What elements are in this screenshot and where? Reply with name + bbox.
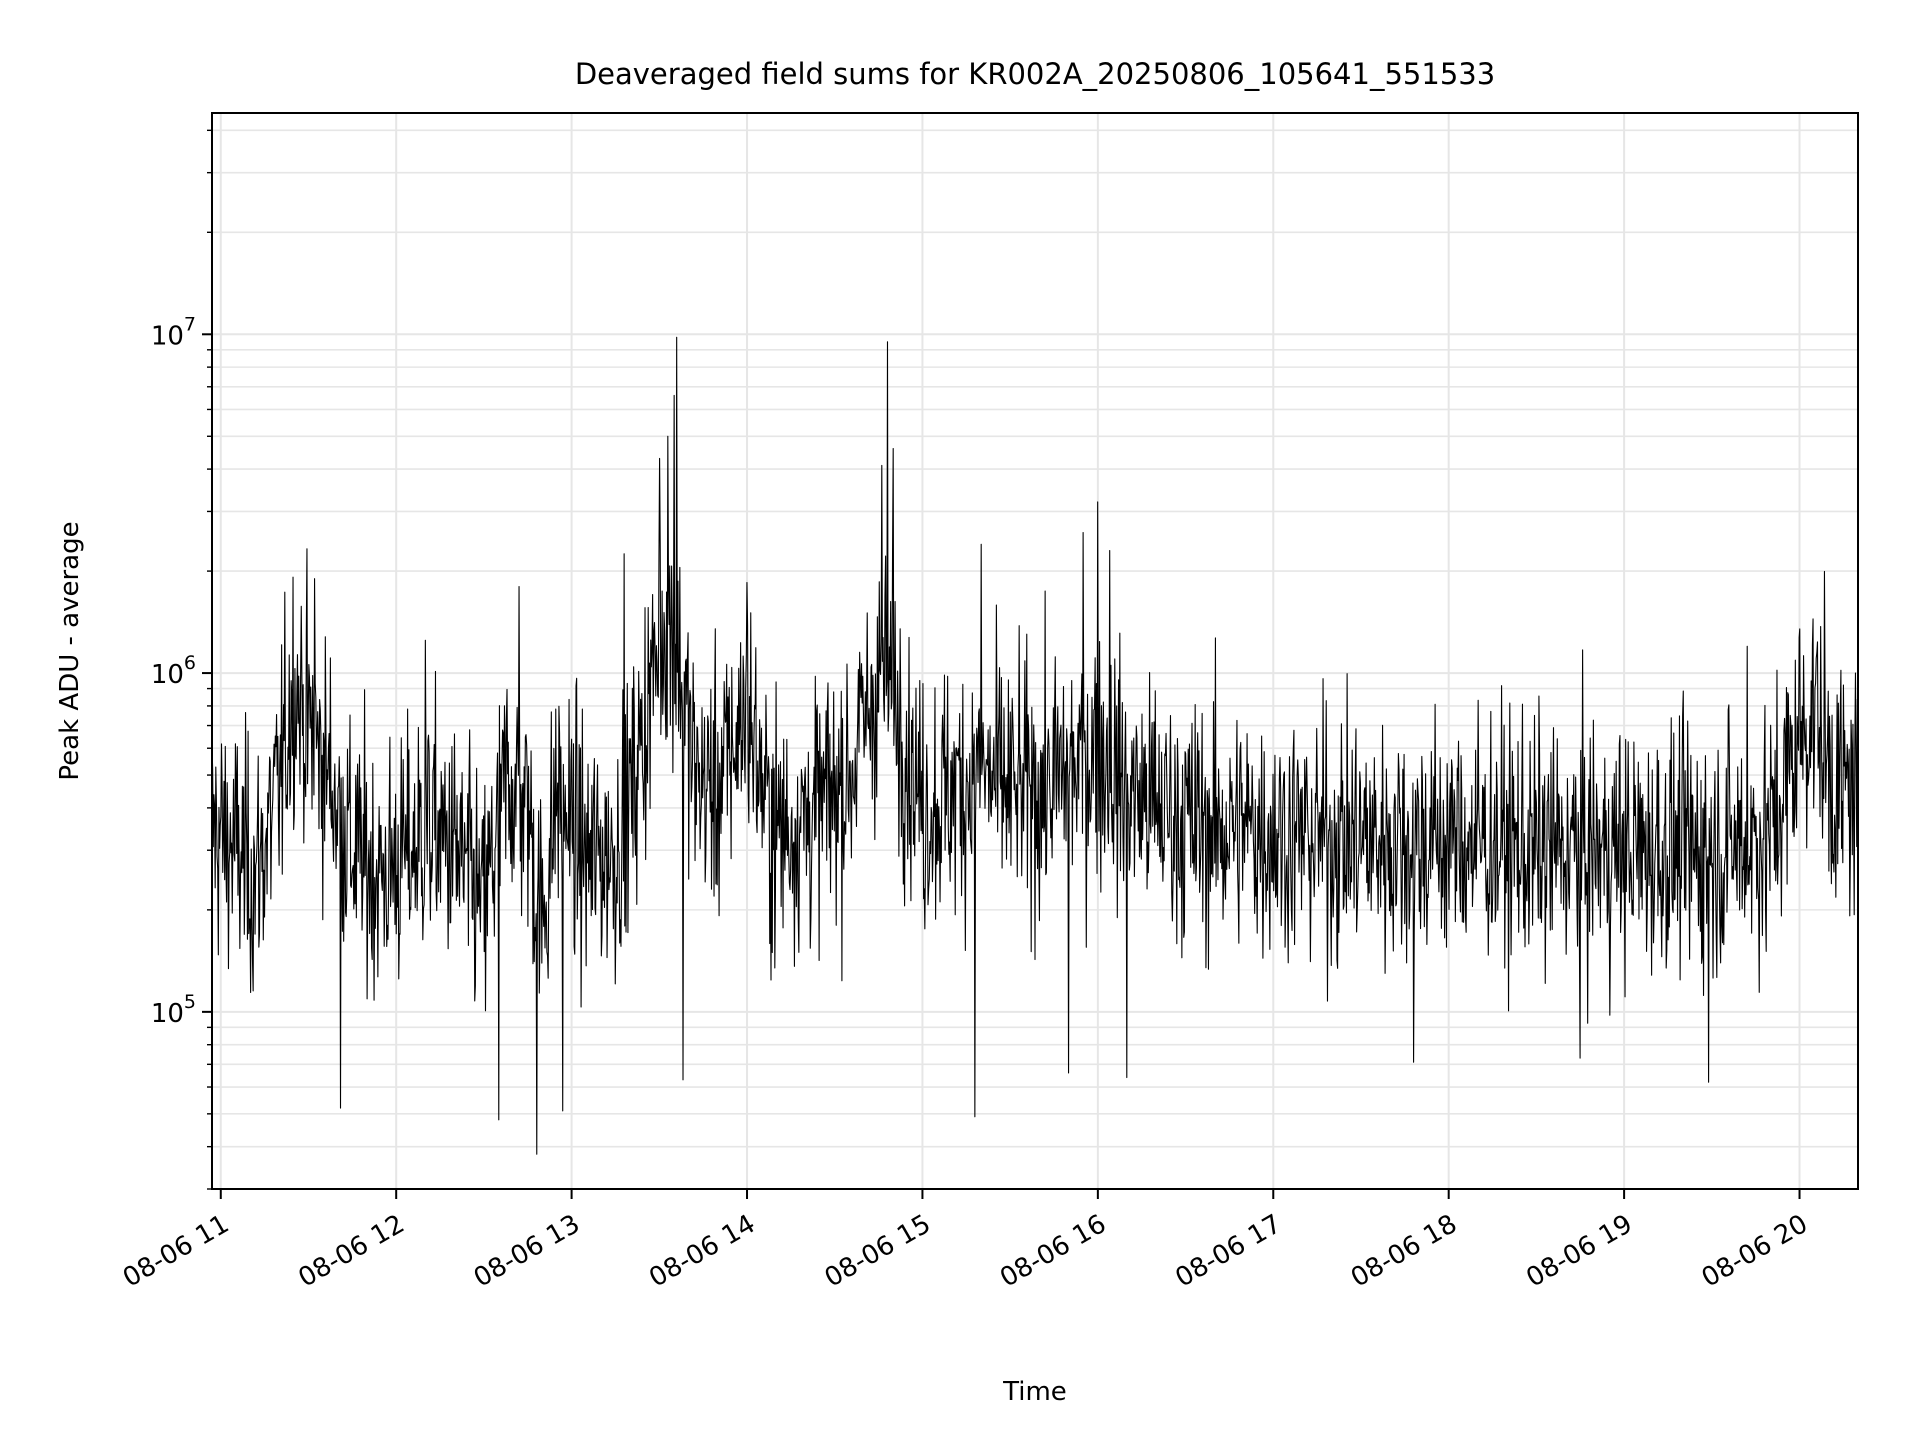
plot-frame [211,112,1859,1190]
y-tick-label: 105 [151,991,196,1029]
y-axis: 105 106 107 [151,129,212,1190]
chart-title: Deaveraged field sums for KR002A_2025080… [575,57,1495,91]
y-tick-label: 107 [151,313,196,351]
plot-area [211,336,1859,1155]
series-line [211,336,1859,1155]
y-axis-label: Peak ADU - average [55,521,85,780]
y-tick-label: 106 [151,652,196,690]
x-axis-label: Time [1002,1377,1067,1407]
